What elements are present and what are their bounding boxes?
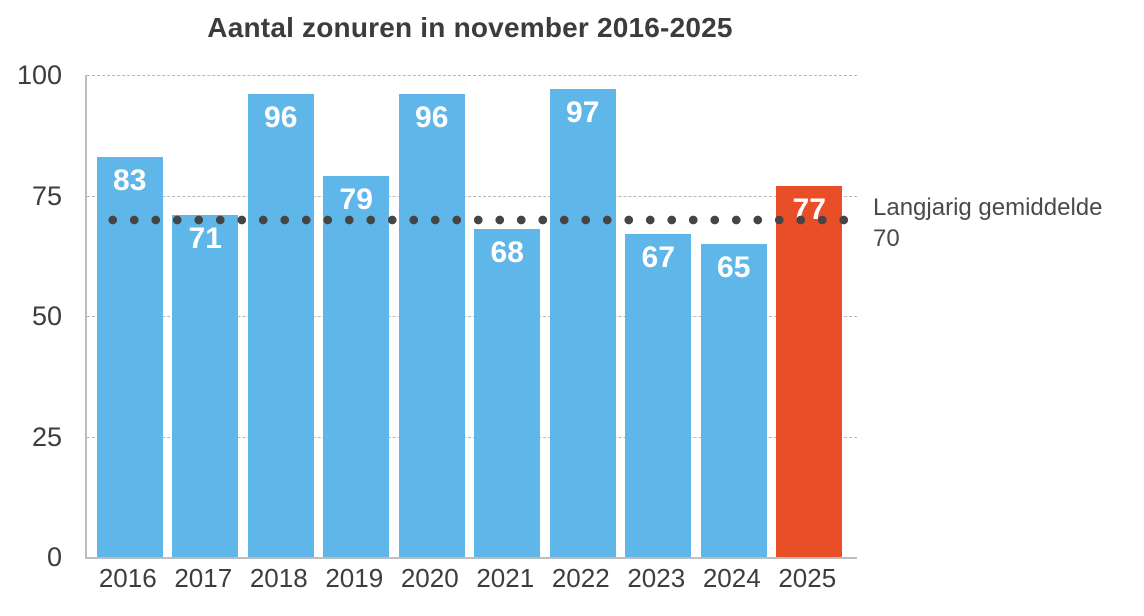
x-tick-label-2025: 2025 (778, 563, 837, 593)
bar-slot: 83 (92, 75, 168, 557)
y-tick-label: 50 (31, 301, 62, 331)
bar-value-label: 67 (641, 241, 675, 275)
x-tick-label-2023: 2023 (627, 563, 686, 593)
y-axis-tick-labels: 0 25 50 75 100 (0, 60, 62, 572)
bar-2024: 65 (700, 243, 767, 557)
bar-slot: 65 (696, 75, 772, 557)
y-tick-label: 0 (46, 542, 62, 572)
bar-value-label: 71 (188, 221, 222, 255)
average-dotted-line (102, 214, 858, 225)
bar-2017: 71 (172, 214, 239, 557)
bar-2021: 68 (474, 229, 541, 557)
bar-slot: 68 (470, 75, 546, 557)
bar-value-label: 83 (113, 163, 147, 197)
chart-title: Aantal zonuren in november 2016-2025 (207, 12, 733, 43)
bar-2023: 67 (625, 234, 692, 557)
bar-slot: 71 (168, 75, 244, 557)
bar-value-label: 96 (264, 101, 298, 135)
bar-2019: 79 (323, 176, 390, 557)
bar-slot: 96 (243, 75, 319, 557)
y-tick-label: 100 (16, 60, 62, 90)
x-tick-label-2019: 2019 (325, 563, 384, 593)
x-axis-tick-labels: 2016 2017 2018 2019 2020 2021 2022 2023 2024 2025 (90, 563, 845, 594)
bar-2025: 77 (776, 185, 843, 557)
bar-slot: 67 (621, 75, 697, 557)
x-tick-label-2017: 2017 (174, 563, 233, 593)
bar-value-label: 68 (490, 236, 524, 270)
average-line-annotation: Langjarig gemiddelde 70 (873, 192, 1103, 254)
gridline (87, 75, 857, 76)
bar-slot: 77 (772, 75, 848, 557)
gridline (87, 316, 857, 317)
x-tick-label-2024: 2024 (702, 563, 761, 593)
average-line-label: Langjarig gemiddelde (873, 194, 1103, 221)
bar-2020: 96 (398, 94, 465, 557)
bar-value-label: 97 (566, 96, 600, 130)
bar-slot: 96 (394, 75, 470, 557)
y-tick-label: 25 (31, 421, 62, 452)
gridline (87, 195, 857, 197)
bar-2018: 96 (247, 94, 314, 557)
x-tick-label-2021: 2021 (476, 563, 535, 593)
x-tick-label-2020: 2020 (400, 563, 459, 593)
bar-value-label: 96 (415, 101, 449, 135)
x-tick-label-2022: 2022 (551, 563, 610, 593)
bar-value-label: 79 (339, 183, 373, 217)
bar-slot: 79 (319, 75, 395, 557)
bar-series: 83 71 96 79 96 68 97 67 65 77 (92, 75, 847, 557)
gridline (87, 436, 857, 438)
x-tick-label-2016: 2016 (98, 563, 157, 593)
plot-area: 83 71 96 79 96 68 97 67 65 77 (85, 75, 858, 559)
x-tick-label-2018: 2018 (249, 563, 308, 593)
bar-slot: 97 (545, 75, 621, 557)
average-line-value: 70 (873, 225, 900, 252)
y-tick-label: 75 (31, 180, 62, 211)
bar-2022: 97 (549, 89, 616, 557)
bar-value-label: 65 (717, 250, 751, 284)
